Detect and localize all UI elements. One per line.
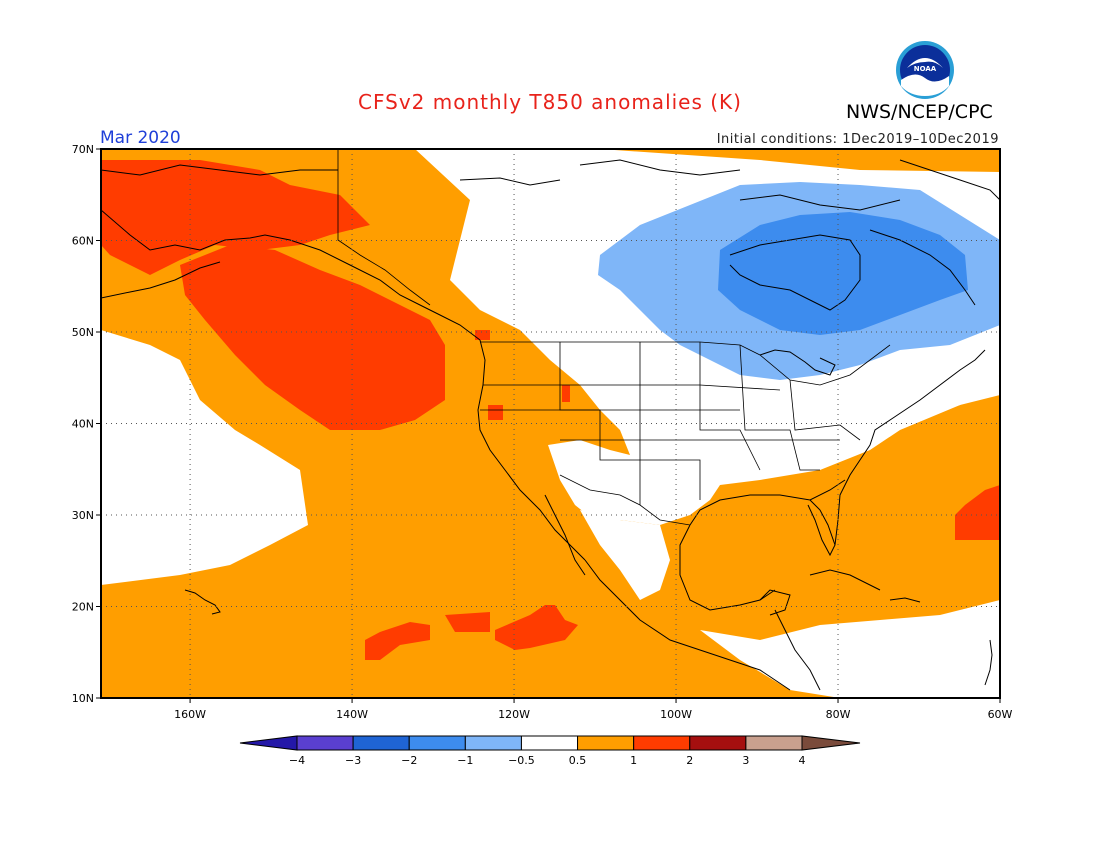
us-mexico-border bbox=[559, 474, 691, 526]
greenland bbox=[899, 159, 1000, 201]
east-coast-usa bbox=[834, 349, 986, 546]
warm-anomaly-idaho bbox=[562, 385, 570, 402]
colorbar-level-label: 2 bbox=[686, 754, 693, 767]
lat-tick-label: 20N bbox=[72, 601, 94, 614]
colorbar: −4 −3 −2 −1 −0.5 0.5 1 2 3 4 bbox=[239, 735, 861, 767]
agency-label: NWS/NCEP/CPC bbox=[846, 101, 993, 123]
lat-tick-label: 40N bbox=[72, 418, 94, 431]
colorbar-swatch bbox=[520, 735, 579, 751]
colorbar-swatch bbox=[633, 735, 691, 751]
state-lines-west bbox=[559, 342, 641, 505]
arctic-islands-2 bbox=[579, 159, 741, 176]
colorbar-swatch bbox=[577, 735, 635, 751]
arctic-islands-1 bbox=[459, 177, 561, 186]
caribbean-lesser-antilles bbox=[984, 639, 993, 686]
lon-tick-label: 120W bbox=[498, 708, 530, 721]
alaska-coast bbox=[101, 209, 481, 341]
hawaii bbox=[184, 589, 221, 615]
baja-california bbox=[544, 494, 586, 576]
central-america bbox=[774, 609, 821, 691]
colorbar-swatch bbox=[408, 735, 466, 751]
colorbar-max-arrow bbox=[801, 735, 861, 751]
warm-anomaly-tropical-pacific-3 bbox=[495, 605, 578, 650]
state-lines-central-2 bbox=[699, 342, 761, 471]
state-lines-east bbox=[739, 344, 820, 471]
lat-tick-label: 50N bbox=[72, 326, 94, 339]
logo-text: NOAA bbox=[914, 65, 937, 73]
warm-anomaly-tropical-pacific-1 bbox=[365, 622, 430, 660]
colorbar-level-label: −1 bbox=[457, 754, 473, 767]
longitude-axis: 160W 140W 120W 100W 80W 60W bbox=[174, 698, 1013, 721]
state-lines-east-2 bbox=[789, 379, 861, 441]
colorbar-level-label: −3 bbox=[345, 754, 361, 767]
arctic-islands-3 bbox=[739, 194, 901, 211]
neutral-region-caribbean bbox=[700, 600, 1000, 698]
colorbar-level-label: −4 bbox=[289, 754, 305, 767]
map-field bbox=[101, 149, 1000, 698]
mexico-pacific-coast bbox=[584, 559, 791, 691]
forecast-month: Mar 2020 bbox=[100, 128, 181, 148]
gulf-coast bbox=[689, 479, 846, 526]
colorbar-min-arrow bbox=[239, 735, 298, 751]
west-coast-usa bbox=[477, 339, 586, 561]
lat-tick-label: 70N bbox=[72, 143, 94, 156]
alaska-north-coast bbox=[101, 164, 338, 176]
colorbar-level-label: 3 bbox=[742, 754, 749, 767]
florida bbox=[807, 499, 836, 557]
initial-conditions: Initial conditions: 1Dec2019–10Dec2019 bbox=[716, 132, 999, 147]
lon-tick-label: 100W bbox=[660, 708, 692, 721]
chart-title: CFSv2 monthly T850 anomalies (K) bbox=[358, 90, 742, 114]
noaa-logo: NOAA bbox=[895, 40, 955, 100]
warm-anomaly-gulf-of-alaska bbox=[180, 245, 445, 430]
hudson-bay bbox=[729, 234, 861, 311]
colorbar-level-label: 1 bbox=[630, 754, 637, 767]
cuba bbox=[809, 569, 881, 591]
labrador bbox=[869, 229, 976, 306]
lat-tick-label: 60N bbox=[72, 235, 94, 248]
colorbar-swatch bbox=[352, 735, 410, 751]
political-borders bbox=[337, 149, 891, 526]
yucatan bbox=[759, 589, 791, 616]
coastlines bbox=[101, 159, 1000, 691]
state-lines-central bbox=[639, 342, 701, 500]
neutral-region-north-pacific bbox=[101, 330, 308, 585]
lon-tick-label: 80W bbox=[826, 708, 851, 721]
mexico-gulf-coast bbox=[679, 524, 776, 611]
lon-tick-label: 60W bbox=[988, 708, 1013, 721]
colorbar-swatch bbox=[296, 735, 354, 751]
great-lakes bbox=[759, 349, 836, 376]
state-lines-horiz-1 bbox=[483, 384, 781, 391]
us-canada-border bbox=[480, 341, 891, 386]
colorbar-level-label: −2 bbox=[401, 754, 417, 767]
neutral-region-mexico-plateau bbox=[580, 510, 670, 600]
hispaniola bbox=[889, 597, 921, 603]
colorbar-level-label: 0.5 bbox=[569, 754, 587, 767]
colorbar-swatch bbox=[464, 735, 522, 751]
colorbar-swatch bbox=[689, 735, 747, 751]
lon-tick-label: 140W bbox=[336, 708, 368, 721]
warm-anomaly-west-atlantic bbox=[955, 485, 1000, 540]
lat-tick-label: 10N bbox=[72, 692, 94, 705]
noaa-logo-icon: NOAA bbox=[896, 41, 954, 99]
lat-tick-label: 30N bbox=[72, 509, 94, 522]
colorbar-level-label: 4 bbox=[799, 754, 806, 767]
colorbar-level-label: −0.5 bbox=[508, 754, 535, 767]
aleutians bbox=[101, 261, 221, 299]
warm-anomaly-oregon bbox=[488, 405, 503, 420]
warm-anomaly-tropical-pacific-2 bbox=[445, 612, 490, 632]
colorbar-swatch bbox=[745, 735, 803, 751]
lon-tick-label: 160W bbox=[174, 708, 206, 721]
latitude-axis: 10N 20N 30N 40N 50N 60N 70N bbox=[72, 143, 101, 705]
alaska-canada-border bbox=[337, 149, 431, 306]
